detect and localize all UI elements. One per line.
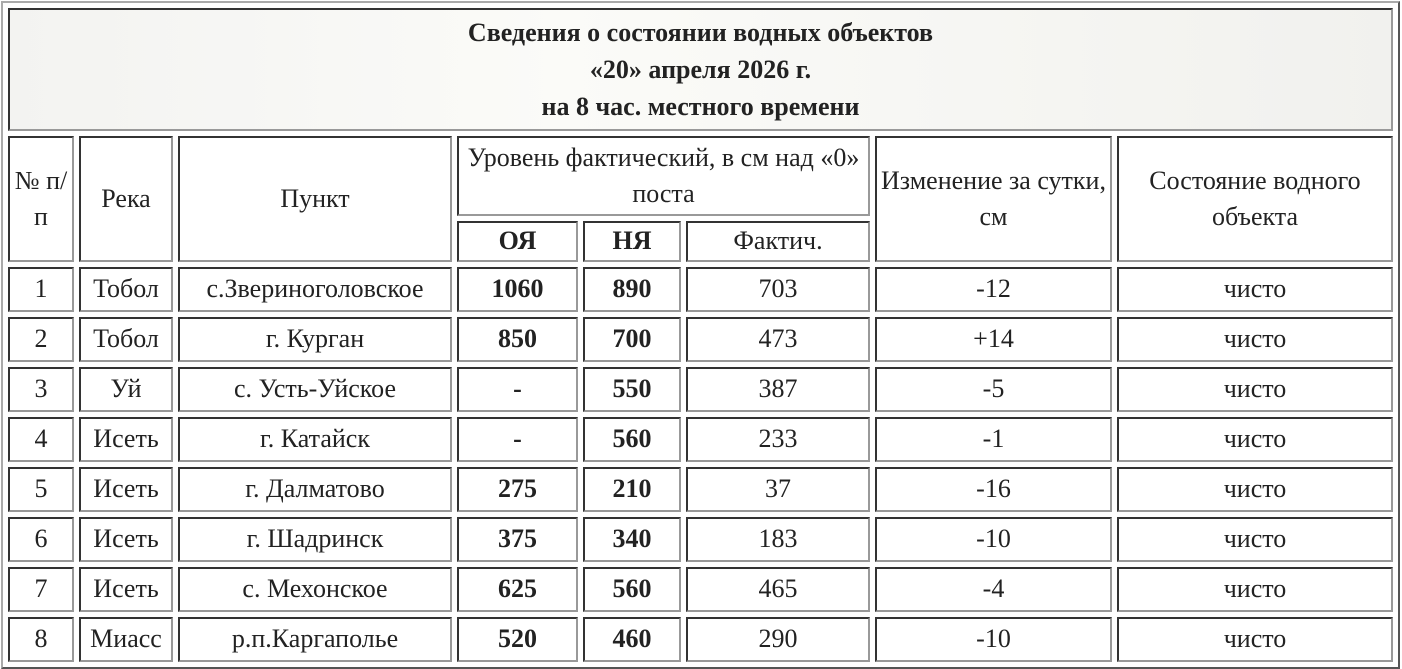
cell-n: 4 — [8, 417, 74, 462]
cell-fact: 387 — [686, 367, 870, 412]
header-num: № п/п — [8, 136, 74, 262]
cell-point: г. Далматово — [178, 467, 452, 512]
cell-river: Уй — [79, 367, 173, 412]
cell-n: 2 — [8, 317, 74, 362]
cell-nya: 700 — [583, 317, 681, 362]
cell-river: Исеть — [79, 567, 173, 612]
cell-fact: 290 — [686, 617, 870, 662]
cell-change: -10 — [875, 617, 1112, 662]
cell-nya: 560 — [583, 567, 681, 612]
header-level: Уровень фактический, в см над «0» поста — [457, 136, 870, 216]
table-row: 7 Исеть с. Мехонское 625 560 465 -4 чисто — [8, 567, 1393, 612]
cell-point: р.п.Каргаполье — [178, 617, 452, 662]
cell-state: чисто — [1117, 567, 1393, 612]
cell-change: -5 — [875, 367, 1112, 412]
cell-river: Исеть — [79, 417, 173, 462]
cell-oya: - — [457, 417, 578, 462]
title-line-1: Сведения о состоянии водных объектов — [467, 18, 934, 47]
cell-n: 3 — [8, 367, 74, 412]
cell-n: 5 — [8, 467, 74, 512]
table-title: Сведения о состоянии водных объектов «20… — [8, 8, 1393, 131]
cell-oya: 375 — [457, 517, 578, 562]
cell-n: 1 — [8, 267, 74, 312]
cell-river: Миасс — [79, 617, 173, 662]
cell-state: чисто — [1117, 317, 1393, 362]
cell-point: с.Звериноголовское — [178, 267, 452, 312]
cell-change: -10 — [875, 517, 1112, 562]
cell-state: чисто — [1117, 467, 1393, 512]
cell-fact: 703 — [686, 267, 870, 312]
title-time: на 8 час. местного времени — [541, 92, 860, 121]
cell-river: Тобол — [79, 317, 173, 362]
cell-river: Тобол — [79, 267, 173, 312]
table-row: 6 Исеть г. Шадринск 375 340 183 -10 чисто — [8, 517, 1393, 562]
table-row: 1 Тобол с.Звериноголовское 1060 890 703 -12 чис… — [8, 267, 1393, 312]
cell-n: 7 — [8, 567, 74, 612]
cell-n: 8 — [8, 617, 74, 662]
cell-change: -16 — [875, 467, 1112, 512]
header-river: Река — [79, 136, 173, 262]
cell-fact: 473 — [686, 317, 870, 362]
header-change: Изменение за сутки, см — [875, 136, 1112, 262]
cell-nya: 340 — [583, 517, 681, 562]
table-row: 4 Исеть г. Катайск -560 233 -1 чисто — [8, 417, 1393, 462]
header-oya: ОЯ — [457, 221, 578, 262]
cell-change: +14 — [875, 317, 1112, 362]
cell-point: с. Усть-Уйское — [178, 367, 452, 412]
cell-point: с. Мехонское — [178, 567, 452, 612]
cell-n: 6 — [8, 517, 74, 562]
cell-oya: 520 — [457, 617, 578, 662]
header-point: Пункт — [178, 136, 452, 262]
header-state: Состояние водного объекта — [1117, 136, 1393, 262]
cell-change: -4 — [875, 567, 1112, 612]
table-row: 8 Миасс р.п.Каргаполье 520 460 290 -10 чисто — [8, 617, 1393, 662]
cell-point: г. Курган — [178, 317, 452, 362]
cell-point: г. Шадринск — [178, 517, 452, 562]
table-row: 3 Уй с. Усть-Уйское -550 387 -5 чисто — [8, 367, 1393, 412]
cell-oya: - — [457, 367, 578, 412]
cell-nya: 460 — [583, 617, 681, 662]
cell-river: Исеть — [79, 467, 173, 512]
cell-state: чисто — [1117, 417, 1393, 462]
cell-nya: 890 — [583, 267, 681, 312]
cell-fact: 233 — [686, 417, 870, 462]
cell-change: -1 — [875, 417, 1112, 462]
cell-nya: 210 — [583, 467, 681, 512]
table-row: 5 Исеть г. Далматово 275 210 37 -16 чисто — [8, 467, 1393, 512]
cell-nya: 560 — [583, 417, 681, 462]
cell-point: г. Катайск — [178, 417, 452, 462]
cell-state: чисто — [1117, 267, 1393, 312]
cell-fact: 37 — [686, 467, 870, 512]
cell-river: Исеть — [79, 517, 173, 562]
cell-oya: 850 — [457, 317, 578, 362]
header-fact: Фактич. — [686, 221, 870, 262]
cell-oya: 275 — [457, 467, 578, 512]
cell-state: чисто — [1117, 617, 1393, 662]
cell-oya: 1060 — [457, 267, 578, 312]
cell-nya: 550 — [583, 367, 681, 412]
header-nya: НЯ — [583, 221, 681, 262]
cell-change: -12 — [875, 267, 1112, 312]
title-date: «20» апреля 2026 г. — [589, 55, 812, 84]
cell-fact: 183 — [686, 517, 870, 562]
cell-state: чисто — [1117, 367, 1393, 412]
cell-fact: 465 — [686, 567, 870, 612]
cell-state: чисто — [1117, 517, 1393, 562]
table-row: 2 Тобол г. Курган 850 700 473 +14 чисто — [8, 317, 1393, 362]
cell-oya: 625 — [457, 567, 578, 612]
